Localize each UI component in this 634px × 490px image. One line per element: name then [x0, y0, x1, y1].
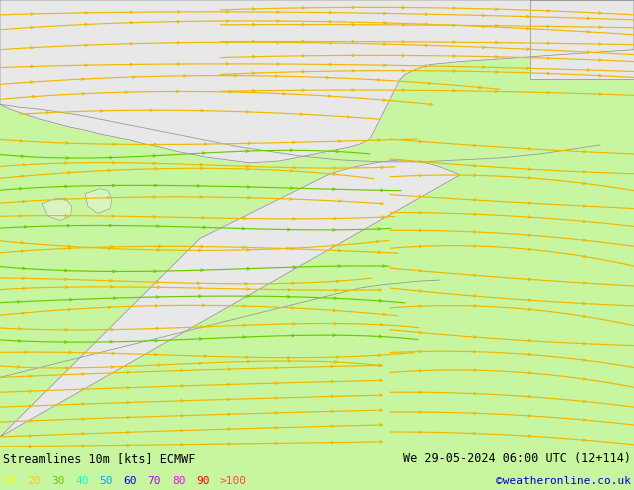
Text: 80: 80: [172, 475, 185, 486]
Text: 50: 50: [100, 475, 113, 486]
Text: 10: 10: [3, 475, 16, 486]
Text: 90: 90: [196, 475, 209, 486]
Text: 40: 40: [75, 475, 89, 486]
Polygon shape: [0, 160, 460, 437]
Text: 30: 30: [51, 475, 65, 486]
Polygon shape: [0, 0, 634, 163]
Polygon shape: [42, 198, 72, 220]
Text: ©weatheronline.co.uk: ©weatheronline.co.uk: [496, 475, 631, 486]
Text: 20: 20: [27, 475, 41, 486]
Text: We 29-05-2024 06:00 UTC (12+114): We 29-05-2024 06:00 UTC (12+114): [403, 452, 631, 466]
Polygon shape: [530, 0, 634, 79]
Text: 60: 60: [124, 475, 137, 486]
Polygon shape: [85, 189, 112, 214]
Text: Streamlines 10m [kts] ECMWF: Streamlines 10m [kts] ECMWF: [3, 452, 195, 466]
Text: 70: 70: [148, 475, 161, 486]
Text: >100: >100: [220, 475, 247, 486]
